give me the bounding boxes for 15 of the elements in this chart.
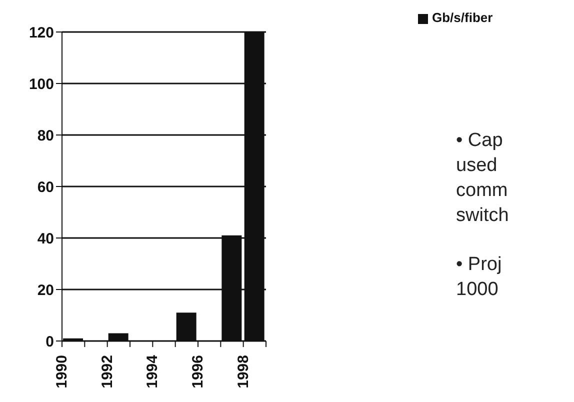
x-tick-label: 1996 (190, 355, 206, 388)
legend-label: Gb/s/fiber (432, 10, 493, 25)
y-tick-label: 20 (37, 282, 54, 299)
y-tick-label: 120 (28, 24, 54, 42)
y-tick-label: 60 (37, 178, 54, 196)
x-tick-label: 1992 (98, 355, 116, 388)
y-tick-label: 40 (37, 230, 54, 248)
x-tick-label: 1990 (54, 355, 70, 388)
x-tick-label: 1998 (234, 355, 252, 388)
x-tick-label: 1994 (144, 354, 162, 388)
y-tick-label: 80 (37, 127, 54, 144)
text: • Proj 1000 (456, 253, 503, 302)
y-tick-label: 0 (46, 333, 54, 350)
text: • Cap used comm switch (456, 129, 510, 228)
y-tick-label: 100 (28, 76, 54, 93)
